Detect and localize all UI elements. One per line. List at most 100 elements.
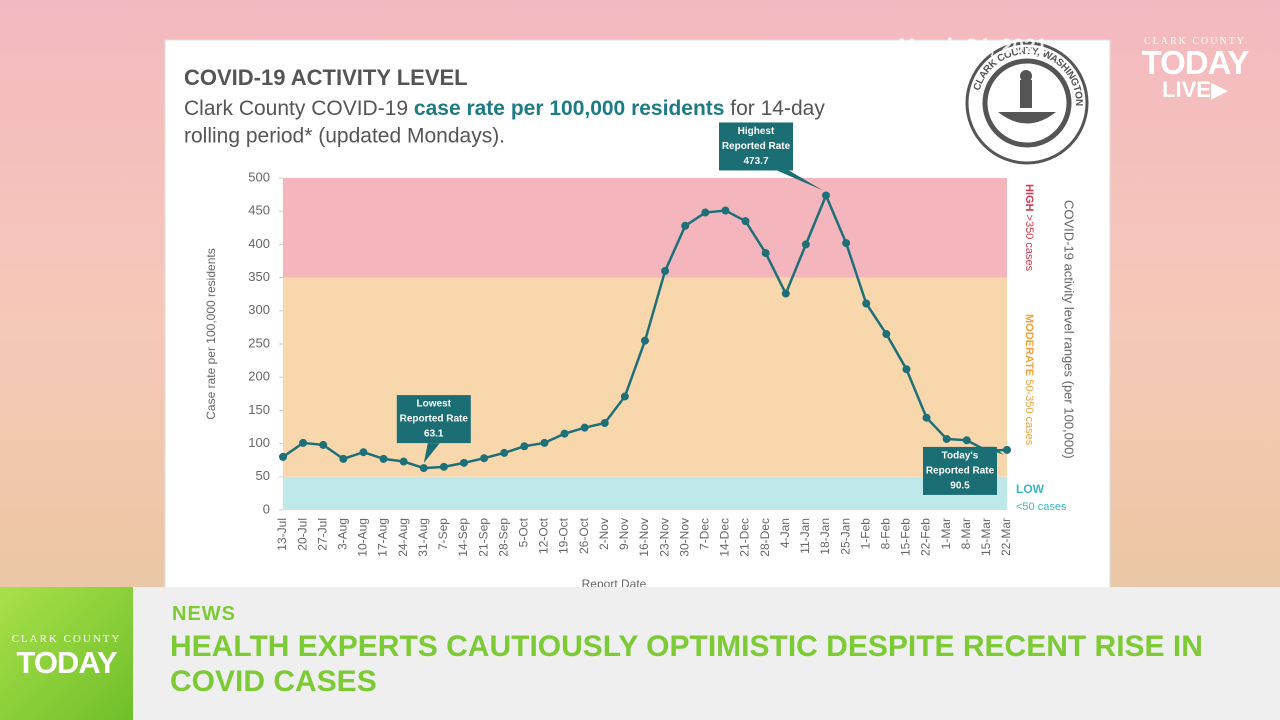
subtitle-part: for 14-day xyxy=(724,97,825,120)
band-detail: <50 cases xyxy=(1016,501,1067,513)
subtitle-part: Clark County COVID-19 xyxy=(184,97,414,120)
x-tick-label: 11-Jan xyxy=(798,518,812,554)
y-tick-label: 150 xyxy=(248,402,270,417)
activity-band xyxy=(283,178,1007,278)
data-point xyxy=(661,266,670,275)
band-label: LOW xyxy=(1016,482,1045,496)
y-tick-label: 500 xyxy=(248,169,270,184)
y-axis-title: Case rate per 100,000 residents xyxy=(204,248,218,419)
x-tick-label: 24-Aug xyxy=(396,518,410,557)
band-name: HIGH xyxy=(1023,184,1035,212)
side-axis-title: COVID-19 activity level ranges (per 100,… xyxy=(1062,200,1077,459)
data-point xyxy=(480,454,489,463)
logo-small: CLARK COUNTY xyxy=(1143,36,1247,47)
y-tick-label: 450 xyxy=(248,203,270,218)
logo-live: LIVE▶ xyxy=(1162,77,1228,102)
y-tick-label: 0 xyxy=(263,501,270,516)
annotation-text: Reported Rate xyxy=(722,141,791,152)
band-label: HIGH >350 cases xyxy=(1023,184,1035,272)
annotation-text: Today's xyxy=(942,451,979,462)
data-point xyxy=(620,392,629,401)
data-point xyxy=(842,239,851,248)
data-point xyxy=(540,438,549,447)
data-point xyxy=(862,299,871,308)
data-point xyxy=(359,448,368,457)
x-tick-label: 21-Dec xyxy=(738,518,752,557)
data-point xyxy=(962,436,971,445)
x-tick-label: 10-Aug xyxy=(356,518,370,557)
activity-band xyxy=(283,277,1007,477)
x-tick-label: 5-Oct xyxy=(517,517,531,547)
data-point xyxy=(681,221,690,230)
y-tick-label: 250 xyxy=(248,335,270,350)
x-tick-label: 28-Sep xyxy=(496,518,510,557)
activity-band xyxy=(283,476,1007,510)
x-tick-label: 1-Feb xyxy=(858,518,872,550)
x-tick-label: 31-Aug xyxy=(416,518,430,557)
badge-big: TODAY xyxy=(16,645,117,680)
x-tick-label: 18-Jan xyxy=(818,518,832,555)
annotation-pointer xyxy=(423,443,440,464)
badge-small: CLARK COUNTY xyxy=(11,633,122,645)
data-point xyxy=(339,454,348,463)
annotation-text: Highest xyxy=(738,126,775,137)
data-point xyxy=(399,457,408,466)
x-tick-label: 20-Jul xyxy=(295,518,309,551)
station-logo: CLARK COUNTY TODAY LIVE▶ xyxy=(1130,36,1260,101)
x-tick-label: 8-Mar xyxy=(959,518,973,549)
annotation-text: Reported Rate xyxy=(400,414,469,425)
data-point xyxy=(922,413,931,422)
data-point xyxy=(882,330,891,339)
chart-title: COVID-19 ACTIVITY LEVEL xyxy=(184,65,468,90)
data-point xyxy=(560,429,569,438)
data-point xyxy=(1003,445,1011,454)
annotation-pointer xyxy=(777,170,823,191)
x-tick-label: 16-Nov xyxy=(637,518,651,557)
data-point xyxy=(600,419,609,428)
x-tick-label: 15-Feb xyxy=(899,518,913,556)
band-detail: >350 cases xyxy=(1023,212,1035,272)
x-tick-label: 21-Sep xyxy=(476,518,490,557)
county-seal: CLARK COUNTY, WASHINGTON xyxy=(965,41,1089,165)
broadcast-date: March 24, 2021 xyxy=(898,35,1048,58)
data-point xyxy=(379,454,388,463)
x-tick-label: 28-Dec xyxy=(758,518,772,557)
data-point xyxy=(279,452,287,461)
x-tick-label: 2-Nov xyxy=(597,518,611,550)
data-point xyxy=(500,448,509,457)
x-tick-label: 15-Mar xyxy=(979,518,993,556)
subtitle-emphasis: case rate per 100,000 residents xyxy=(414,97,725,120)
data-point xyxy=(741,217,750,226)
band-detail: 50-350 cases xyxy=(1023,376,1035,446)
x-tick-label: 1-Mar xyxy=(939,518,953,549)
x-tick-label: 25-Jan xyxy=(838,518,852,555)
data-point xyxy=(580,423,589,432)
data-point xyxy=(902,365,911,374)
x-tick-label: 7-Sep xyxy=(436,518,450,550)
x-tick-label: 22-Feb xyxy=(919,518,933,556)
data-point xyxy=(641,336,649,345)
data-point xyxy=(942,434,951,443)
annotation-box xyxy=(923,446,997,495)
data-point xyxy=(319,440,328,449)
logo-big: TODAY xyxy=(1141,44,1250,81)
headline: HEALTH EXPERTS CAUTIOUSLY OPTIMISTIC DES… xyxy=(170,630,1203,698)
x-tick-label: 4-Jan xyxy=(778,518,792,548)
x-tick-label: 22-Mar xyxy=(999,518,1013,556)
y-tick-label: 50 xyxy=(256,468,270,483)
x-tick-label: 30-Nov xyxy=(677,518,691,557)
x-tick-label: 26-Oct xyxy=(577,517,591,554)
x-tick-label: 7-Dec xyxy=(698,518,712,550)
annotation-value: 473.7 xyxy=(743,156,768,167)
x-tick-label: 13-Jul xyxy=(275,518,289,551)
y-tick-label: 300 xyxy=(248,302,270,317)
plot xyxy=(283,178,1007,510)
data-point xyxy=(520,442,529,451)
y-tick-label: 100 xyxy=(248,435,270,450)
data-point xyxy=(701,208,710,217)
y-tick-label: 350 xyxy=(248,269,270,284)
x-tick-label: 27-Jul xyxy=(315,518,329,551)
data-point xyxy=(801,240,810,249)
lower-badge: CLARK COUNTY TODAY xyxy=(0,587,133,720)
